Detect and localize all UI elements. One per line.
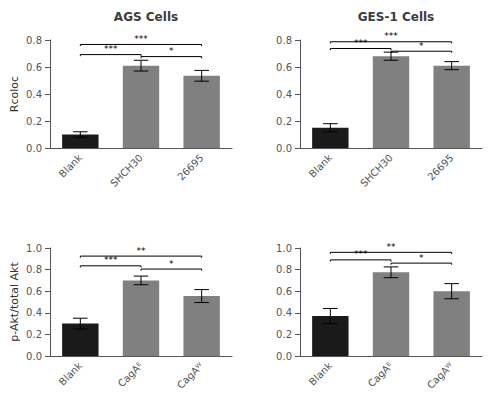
svg-text:***: ***	[354, 38, 368, 48]
svg-text:0.2: 0.2	[26, 116, 42, 127]
svg-text:Blank: Blank	[307, 152, 335, 180]
svg-text:0.4: 0.4	[276, 89, 292, 100]
svg-text:0.2: 0.2	[276, 116, 292, 127]
svg-text:0.8: 0.8	[26, 264, 42, 275]
svg-text:***: ***	[354, 249, 368, 259]
svg-text:26695: 26695	[175, 152, 205, 182]
svg-text:**: **	[387, 242, 397, 252]
svg-text:***: ***	[104, 255, 118, 265]
svg-text:***: ***	[104, 44, 118, 54]
svg-text:**: **	[137, 246, 147, 256]
svg-text:1.0: 1.0	[26, 243, 42, 254]
svg-text:0.8: 0.8	[276, 264, 292, 275]
svg-text:Blank: Blank	[57, 152, 85, 180]
svg-text:Rcoloc: Rcoloc	[8, 76, 21, 112]
svg-text:***: ***	[134, 34, 148, 44]
svg-text:0.4: 0.4	[276, 307, 292, 318]
svg-text:*: *	[419, 41, 424, 51]
svg-text:SHCH30: SHCH30	[358, 152, 395, 189]
svg-text:p-Akt/total Akt: p-Akt/total Akt	[8, 262, 21, 342]
svg-text:CagAᵂ: CagAᵂ	[425, 360, 456, 391]
svg-text:0.2: 0.2	[276, 329, 292, 340]
svg-text:*: *	[169, 46, 174, 56]
svg-text:*: *	[169, 259, 174, 269]
svg-text:0.6: 0.6	[26, 286, 42, 297]
svg-text:AGS Cells: AGS Cells	[114, 10, 178, 24]
svg-text:0.8: 0.8	[276, 35, 292, 46]
svg-text:0.0: 0.0	[26, 351, 42, 362]
svg-text:0.2: 0.2	[26, 329, 42, 340]
svg-text:0.6: 0.6	[276, 286, 292, 297]
svg-text:GES-1 Cells: GES-1 Cells	[358, 10, 435, 24]
svg-text:CagAᴱ: CagAᴱ	[366, 360, 395, 389]
svg-text:0.0: 0.0	[26, 143, 42, 154]
svg-text:1.0: 1.0	[276, 243, 292, 254]
svg-text:0.6: 0.6	[276, 62, 292, 73]
svg-text:0.4: 0.4	[26, 89, 42, 100]
svg-text:0.6: 0.6	[26, 62, 42, 73]
svg-text:0.0: 0.0	[276, 143, 292, 154]
svg-text:Blank: Blank	[307, 360, 335, 388]
svg-text:0.8: 0.8	[26, 35, 42, 46]
svg-text:*: *	[419, 253, 424, 263]
svg-text:CagAᴱ: CagAᴱ	[116, 360, 145, 389]
svg-text:Blank: Blank	[57, 360, 85, 388]
svg-text:SHCH30: SHCH30	[108, 152, 145, 189]
svg-text:26695: 26695	[425, 152, 455, 182]
svg-text:***: ***	[384, 31, 398, 41]
svg-text:0.4: 0.4	[26, 307, 42, 318]
svg-text:0.0: 0.0	[276, 351, 292, 362]
svg-text:CagAᵂ: CagAᵂ	[175, 360, 206, 391]
